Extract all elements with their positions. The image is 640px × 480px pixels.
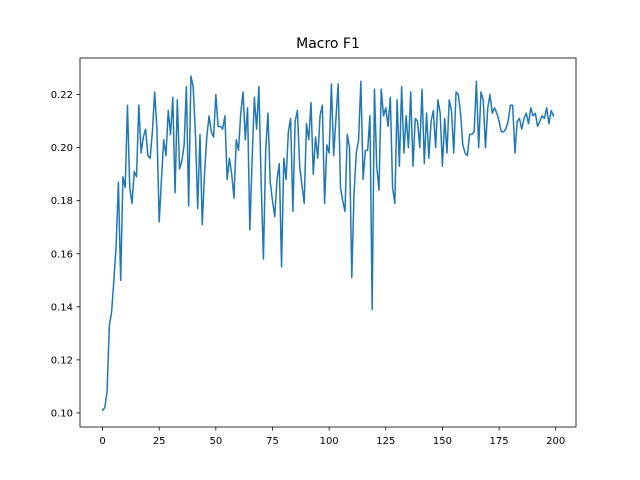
plot-frame <box>79 57 577 428</box>
data-line <box>101 75 555 412</box>
y-tick-label: 0.18 <box>51 196 73 207</box>
y-tick-label: 0.16 <box>51 249 73 260</box>
y-tick-label: 0.10 <box>51 408 73 419</box>
x-tick-label: 100 <box>320 436 339 447</box>
x-tick-label: 175 <box>490 436 509 447</box>
y-tick-label: 0.14 <box>51 302 73 313</box>
x-tick-label: 0 <box>99 436 105 447</box>
y-tick-label: 0.20 <box>51 143 73 154</box>
x-tick-label: 200 <box>546 436 565 447</box>
x-tick-label: 50 <box>209 436 222 447</box>
x-tick-label: 125 <box>376 436 395 447</box>
y-tick-label: 0.22 <box>51 90 73 101</box>
x-tick-label: 150 <box>433 436 452 447</box>
chart-title: Macro F1 <box>296 36 360 52</box>
x-tick-label: 25 <box>153 436 166 447</box>
x-tick-label: 75 <box>266 436 279 447</box>
y-tick-label: 0.12 <box>51 355 73 366</box>
